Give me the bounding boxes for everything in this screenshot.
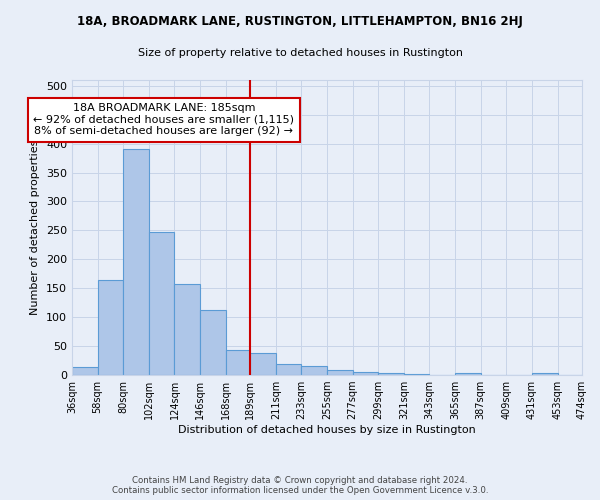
Bar — [276, 364, 301, 375]
X-axis label: Distribution of detached houses by size in Rustington: Distribution of detached houses by size … — [178, 425, 476, 435]
Text: 18A, BROADMARK LANE, RUSTINGTON, LITTLEHAMPTON, BN16 2HJ: 18A, BROADMARK LANE, RUSTINGTON, LITTLEH… — [77, 15, 523, 28]
Bar — [175, 284, 200, 375]
Text: Size of property relative to detached houses in Rustington: Size of property relative to detached ho… — [137, 48, 463, 58]
Bar — [378, 372, 404, 375]
Bar — [149, 232, 175, 375]
Bar — [582, 374, 600, 375]
Text: Contains HM Land Registry data © Crown copyright and database right 2024.
Contai: Contains HM Land Registry data © Crown c… — [112, 476, 488, 495]
Bar — [98, 280, 123, 375]
Bar — [200, 310, 226, 375]
Bar — [353, 372, 378, 375]
Bar — [455, 374, 481, 375]
Bar — [226, 350, 250, 375]
Bar — [72, 368, 98, 375]
Y-axis label: Number of detached properties: Number of detached properties — [31, 140, 40, 315]
Bar — [404, 374, 430, 375]
Bar — [123, 150, 149, 375]
Bar — [532, 374, 557, 375]
Bar — [301, 366, 327, 375]
Bar — [250, 353, 276, 375]
Bar — [327, 370, 353, 375]
Text: 18A BROADMARK LANE: 185sqm
← 92% of detached houses are smaller (1,115)
8% of se: 18A BROADMARK LANE: 185sqm ← 92% of deta… — [34, 103, 295, 136]
